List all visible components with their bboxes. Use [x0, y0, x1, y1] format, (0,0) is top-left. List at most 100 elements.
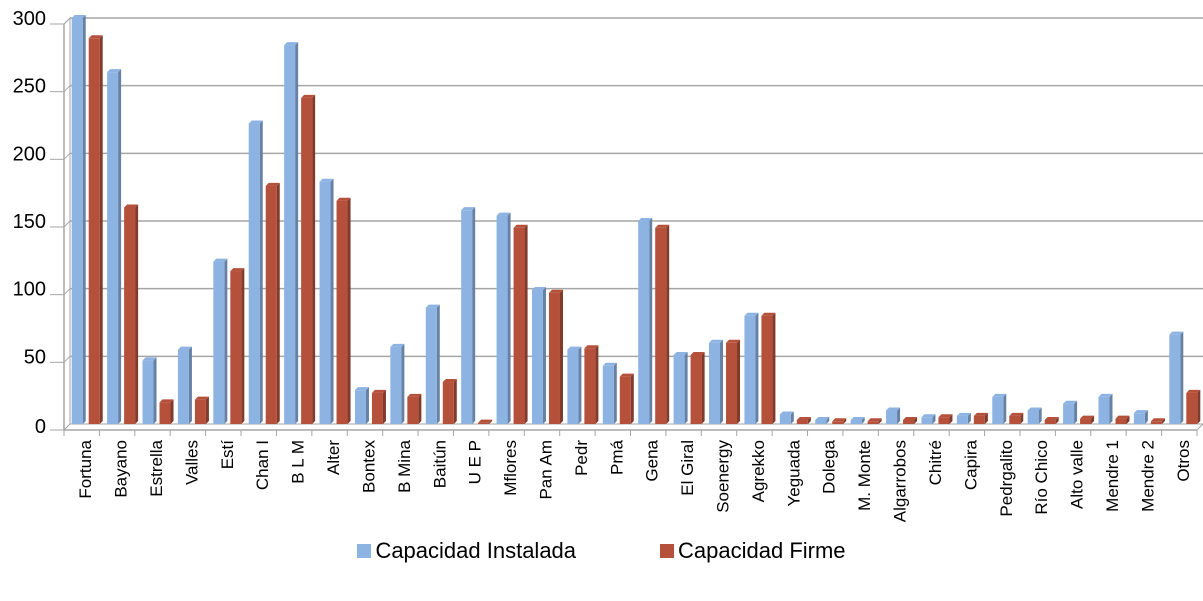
bar-instalada-11-top: [461, 207, 476, 211]
bar-instalada-1-top: [107, 69, 122, 73]
x-tick-label: U E P: [466, 440, 485, 484]
bar-instalada-19: [744, 315, 756, 424]
bar-firme-15-top: [619, 373, 634, 377]
bar-firme-26-side: [1020, 412, 1024, 424]
bar-instalada-21: [815, 419, 827, 424]
bar-firme-9-top: [407, 393, 422, 397]
bar-firme-25-top: [973, 412, 988, 416]
bar-instalada-7-side: [330, 178, 334, 424]
legend-item-firme: Capacidad Firme: [660, 538, 846, 564]
y-tick-label: 250: [13, 76, 46, 98]
bar-firme-22-side: [878, 418, 882, 424]
bar-instalada-21-side: [826, 416, 830, 424]
bar-instalada-2-top: [142, 357, 157, 361]
bar-firme-31-top: [1186, 389, 1201, 393]
x-tick-label: Gena: [643, 439, 662, 481]
bar-firme-28-top: [1080, 415, 1095, 419]
bar-firme-17-side: [701, 351, 705, 424]
bar-firme-7-top: [336, 197, 351, 201]
plot-floor: [62, 423, 1203, 431]
bar-instalada-3-top: [177, 346, 192, 350]
bar-instalada-11: [461, 210, 473, 424]
bar-instalada-30-side: [1144, 410, 1148, 424]
x-tick-label: El Giral: [678, 440, 697, 496]
bar-firme-3-side: [205, 396, 209, 424]
y-tick-label: 50: [24, 346, 46, 368]
bar-instalada-9-side: [401, 343, 405, 424]
bar-firme-20-side: [807, 416, 811, 424]
bar-firme-2-top: [159, 399, 174, 403]
legend-label-instalada: Capacidad Instalada: [375, 538, 577, 563]
bar-instalada-3-side: [188, 346, 192, 424]
bar-instalada-25: [956, 415, 968, 424]
bar-instalada-10-side: [436, 304, 440, 424]
bar-instalada-12: [496, 215, 508, 424]
bar-instalada-0-top: [71, 15, 86, 18]
bar-firme-26-top: [1009, 412, 1024, 416]
bar-instalada-17-side: [684, 351, 688, 424]
bar-firme-25: [973, 415, 985, 424]
gridline-side-50: [63, 355, 71, 363]
bar-firme-20-top: [796, 416, 811, 420]
bar-firme-7: [336, 200, 348, 424]
x-tick-label: Pedrgalito: [997, 440, 1016, 517]
bar-firme-8-top: [371, 389, 386, 393]
bar-firme-16-top: [655, 224, 670, 228]
bar-firme-26: [1009, 415, 1021, 424]
bar-firme-23: [903, 419, 915, 424]
bar-instalada-9-top: [390, 343, 405, 347]
bar-firme-29-side: [1126, 415, 1130, 424]
bar-firme-8-side: [382, 389, 386, 424]
y-tick-label: 100: [13, 279, 46, 301]
bar-instalada-22-top: [850, 416, 865, 420]
bar-instalada-24: [921, 417, 933, 424]
bar-instalada-20-side: [790, 411, 794, 424]
x-tick-label: Chan I: [253, 440, 272, 490]
bar-instalada-3: [177, 349, 189, 424]
bar-instalada-17-top: [673, 351, 688, 355]
bar-firme-11-side: [489, 419, 493, 424]
bar-instalada-28: [1063, 403, 1075, 424]
bar-instalada-29-side: [1109, 393, 1113, 424]
bar-firme-21-side: [843, 418, 847, 424]
bar-firme-21-top: [832, 418, 847, 422]
bar-instalada-17: [673, 354, 685, 424]
bar-firme-10-top: [442, 379, 457, 383]
bar-firme-0: [88, 38, 100, 425]
bar-firme-18-side: [737, 339, 741, 424]
bar-instalada-31-top: [1169, 331, 1184, 335]
bar-firme-29-top: [1115, 415, 1130, 419]
bar-instalada-22-side: [861, 416, 865, 424]
bar-firme-23-top: [903, 416, 918, 420]
bar-instalada-2-side: [153, 357, 157, 424]
bar-instalada-11-side: [472, 207, 476, 424]
bar-instalada-0: [71, 18, 83, 424]
bar-instalada-5-side: [259, 120, 263, 424]
bar-instalada-13: [531, 290, 543, 424]
bar-firme-30: [1150, 421, 1162, 424]
bar-instalada-6-top: [284, 42, 299, 46]
bar-instalada-13-top: [531, 287, 546, 291]
bar-instalada-23-top: [886, 407, 901, 411]
bar-firme-2-side: [170, 399, 174, 424]
bar-instalada-26-side: [1003, 393, 1007, 424]
bar-firme-4-side: [241, 268, 245, 424]
bar-instalada-18-side: [720, 339, 724, 424]
bar-firme-29: [1115, 418, 1127, 424]
bar-instalada-19-side: [755, 312, 759, 424]
bar-firme-3-top: [194, 396, 209, 400]
bar-instalada-22: [850, 419, 862, 424]
gridline-side-150: [63, 220, 71, 228]
bar-firme-4: [230, 271, 242, 424]
bar-firme-27-side: [1055, 416, 1059, 424]
bar-instalada-29: [1098, 396, 1110, 424]
bar-instalada-0-side: [82, 15, 86, 424]
bar-firme-13: [548, 292, 560, 424]
bar-firme-5-side: [276, 182, 280, 424]
x-tick-label: Soenergy: [714, 440, 733, 513]
bar-instalada-29-top: [1098, 393, 1113, 397]
bar-instalada-8: [354, 390, 366, 424]
x-tick-label: B Mina: [395, 439, 414, 492]
